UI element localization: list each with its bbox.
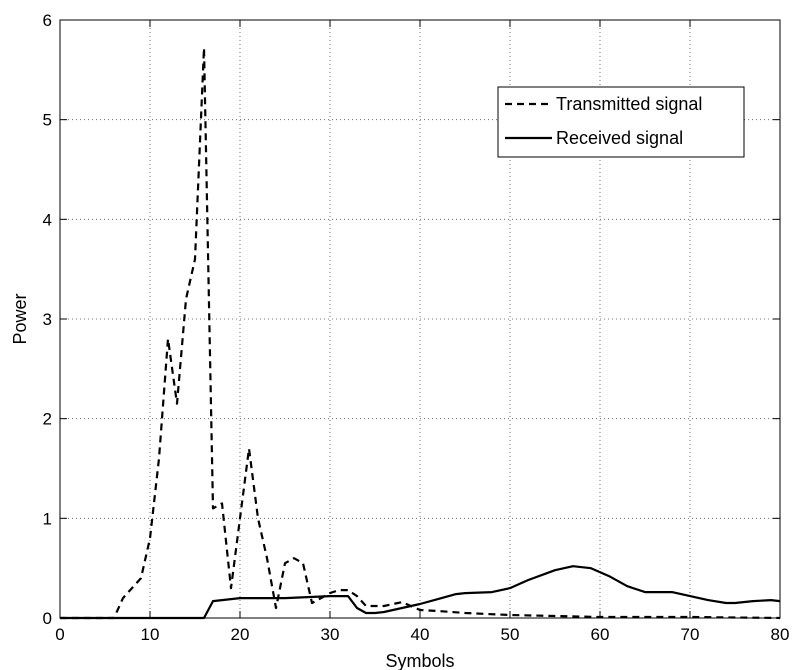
tick-labels: 0 10 20 30 40 50 60 70 80 0 1 2 3 4 5 6 (43, 11, 790, 644)
y-tick-label: 0 (43, 609, 52, 628)
y-axis-label: Power (10, 293, 30, 344)
plot-frame (59, 19, 781, 619)
legend-label-transmitted: Transmitted signal (556, 94, 702, 114)
legend-label-received: Received signal (556, 128, 683, 148)
series-layer (60, 46, 781, 620)
series-line-transmitted (60, 46, 781, 620)
y-tick-label: 4 (43, 210, 52, 229)
y-tick-label: 6 (43, 11, 52, 30)
x-tick-label: 80 (771, 625, 790, 644)
x-tick-label: 60 (591, 625, 610, 644)
x-tick-label: 10 (141, 625, 160, 644)
x-axis-label: Symbols (385, 651, 454, 670)
x-tick-label: 40 (411, 625, 430, 644)
x-tick-label: 30 (321, 625, 340, 644)
y-tick-label: 5 (43, 111, 52, 130)
x-tick-label: 70 (681, 625, 700, 644)
x-tick-label: 50 (501, 625, 520, 644)
y-tick-label: 3 (43, 310, 52, 329)
x-tick-label: 20 (231, 625, 250, 644)
grid-lines (60, 20, 780, 618)
legend-box (497, 86, 745, 158)
y-tick-label: 2 (43, 410, 52, 429)
x-tick-label: 0 (55, 625, 64, 644)
y-tick-label: 1 (43, 509, 52, 528)
series-line-received (60, 565, 781, 620)
legend: Transmitted signal Received signal (497, 86, 745, 158)
